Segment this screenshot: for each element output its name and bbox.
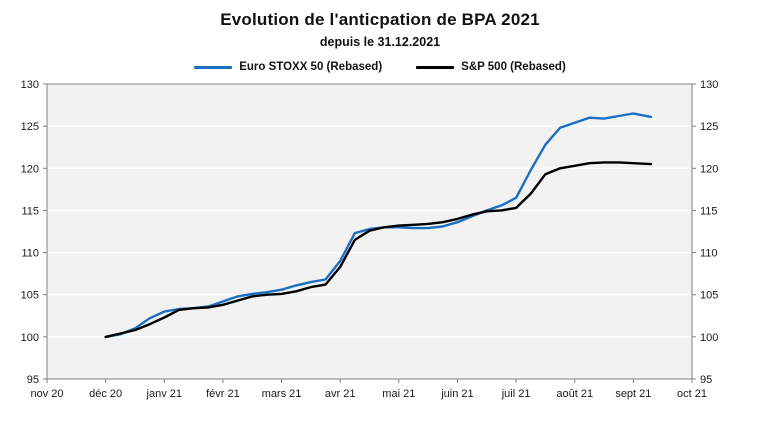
y-tick-label-right: 100 [700, 332, 718, 344]
x-tick-label: oct 21 [677, 388, 707, 400]
y-tick-label-right: 115 [700, 205, 718, 217]
line-chart-plot: 95 95 100 100 105 105 110 110 115 115 120 120 125 125… [21, 79, 719, 400]
chart-title: Evolution de l'anticpation de BPA 2021 [220, 10, 540, 29]
x-tick-label: juin 21 [440, 388, 473, 400]
y-tick-label-left: 95 [27, 374, 39, 386]
x-tick-label: avr 21 [325, 388, 356, 400]
y-tick-label-right: 125 [700, 121, 718, 133]
y-tick-label-right: 105 [700, 290, 718, 302]
y-tick-label-right: 120 [700, 163, 718, 175]
y-tick-label-right: 130 [700, 79, 718, 91]
x-tick-label: nov 20 [30, 388, 63, 400]
chart-subtitle: depuis le 31.12.2021 [319, 35, 441, 49]
y-tick-label-left: 115 [21, 205, 39, 217]
plot-border [46, 83, 693, 380]
y-tick-label-right: 95 [700, 374, 712, 386]
x-tick-label: déc 20 [89, 388, 122, 400]
y-tick-label-left: 100 [21, 332, 39, 344]
legend-label-sp500: S&P 500 (Rebased) [461, 61, 566, 73]
legend-item-eurostoxx: Euro STOXX 50 (Rebased) [194, 61, 382, 73]
x-tick-label: mars 21 [262, 388, 302, 400]
legend-label-eurostoxx: Euro STOXX 50 (Rebased) [239, 61, 383, 73]
x-tick-label: août 21 [556, 388, 593, 400]
y-tick-label-left: 105 [21, 290, 39, 302]
series-line-1 [104, 161, 653, 339]
legend-item-sp500: S&P 500 (Rebased) [416, 61, 566, 73]
legend-line-swatch-eurostoxx [194, 65, 233, 69]
x-tick-label: sept 21 [615, 388, 651, 400]
x-tick-label: janv 21 [146, 388, 182, 400]
legend-line-swatch-sp500 [416, 65, 455, 69]
y-tick-label-left: 120 [21, 163, 39, 175]
x-tick-label: mai 21 [382, 388, 415, 400]
y-tick-label-left: 110 [21, 248, 39, 260]
x-tick-label: févr 21 [206, 388, 240, 400]
chart-legend: Euro STOXX 50 (Rebased) S&P 500 (Rebased… [0, 49, 760, 76]
y-tick-label-right: 110 [700, 248, 718, 260]
x-tick-label: juil 21 [501, 388, 531, 400]
y-tick-label-left: 130 [21, 79, 39, 91]
y-tick-label-left: 125 [21, 121, 39, 133]
